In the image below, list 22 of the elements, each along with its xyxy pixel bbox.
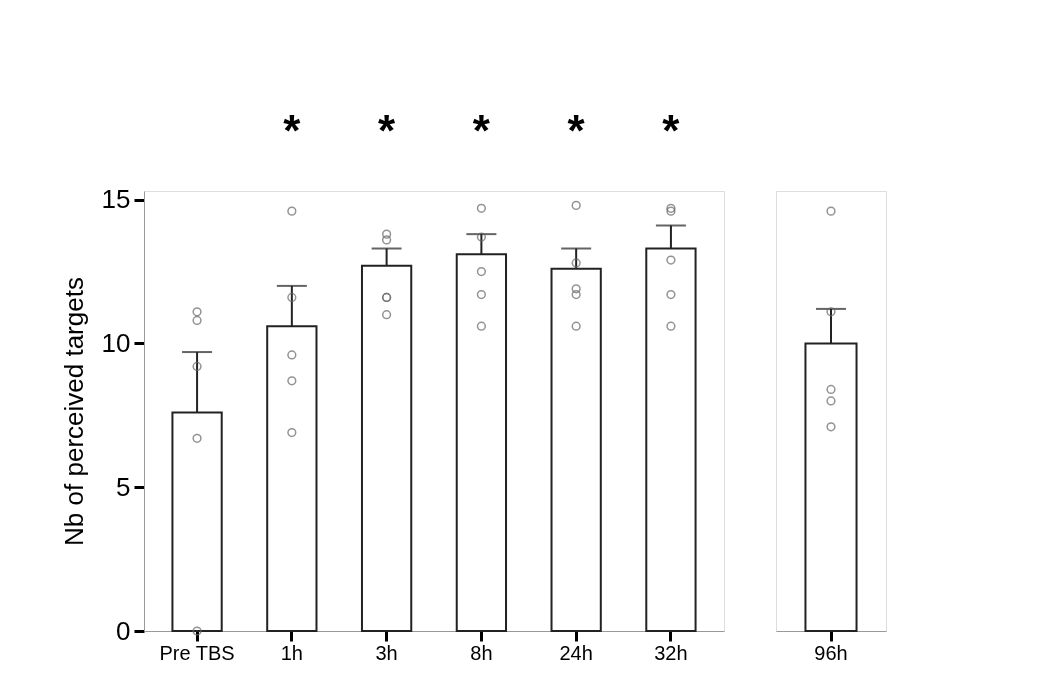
x-tick-label: Pre TBS <box>159 641 235 664</box>
text: * <box>378 106 397 155</box>
x-tick-label: 1h <box>280 641 303 664</box>
text: * <box>662 106 681 155</box>
y-tick-label: 10 <box>101 327 131 358</box>
point <box>826 396 836 406</box>
point <box>826 307 836 317</box>
y-tick-label: 15 <box>101 184 131 215</box>
text: * <box>472 106 491 155</box>
y-axis-title: Nb of perceived targets <box>58 277 89 546</box>
point <box>826 384 836 395</box>
x-tick-label: 32h <box>654 641 688 664</box>
x-tick-label: 3h <box>375 641 398 664</box>
y-tick-label: 5 <box>116 471 131 502</box>
text: * <box>567 106 586 155</box>
x-tick-label: 24h <box>559 641 593 664</box>
x-tick-label: 96h <box>814 641 848 664</box>
text: * <box>283 106 302 155</box>
point <box>826 422 836 432</box>
x-tick-label: 8h <box>470 641 493 664</box>
y-tick-label: 0 <box>116 615 131 646</box>
point <box>826 206 836 216</box>
